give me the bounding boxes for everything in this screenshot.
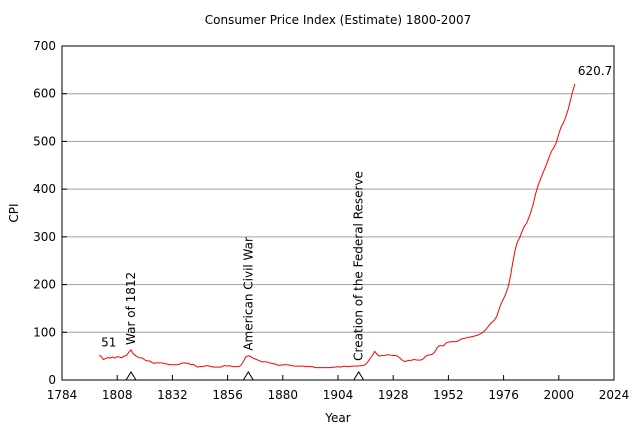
x-tick-label: 2000 <box>544 388 575 402</box>
plot-frame <box>61 45 615 381</box>
y-tick-label: 300 <box>33 230 56 244</box>
event-marker <box>125 371 137 381</box>
x-tick-label: 1976 <box>488 388 519 402</box>
x-tick-label: 1880 <box>268 388 299 402</box>
x-tick-label: 1928 <box>378 388 409 402</box>
y-tick-label: 400 <box>33 182 56 196</box>
x-tick-label: 1832 <box>157 388 188 402</box>
y-tick-label: 500 <box>33 134 56 148</box>
event-label: American Civil War <box>241 237 255 351</box>
y-tick-label: 700 <box>33 39 56 53</box>
y-tick-label: 0 <box>48 373 56 387</box>
event-marker <box>352 371 365 381</box>
point-label: 620.7 <box>578 64 612 78</box>
x-axis-label: Year <box>324 411 350 425</box>
event-label: War of 1812 <box>124 272 138 345</box>
y-tick-label: 600 <box>33 87 56 101</box>
x-tick-label: 1952 <box>433 388 464 402</box>
y-tick-label: 100 <box>33 325 56 339</box>
point-label: 51 <box>101 336 116 350</box>
x-tick-label: 1808 <box>102 388 133 402</box>
event-marker <box>242 371 255 381</box>
y-axis-label: CPI <box>7 203 21 222</box>
y-tick-label: 200 <box>33 278 56 292</box>
chart-title: Consumer Price Index (Estimate) 1800-200… <box>205 13 472 27</box>
x-tick-label: 1904 <box>323 388 354 402</box>
x-tick-label: 1784 <box>47 388 78 402</box>
x-tick-label: 1856 <box>212 388 243 402</box>
cpi-line <box>98 83 576 369</box>
x-tick-label: 2024 <box>599 388 630 402</box>
event-label: Creation of the Federal Reserve <box>352 171 366 361</box>
